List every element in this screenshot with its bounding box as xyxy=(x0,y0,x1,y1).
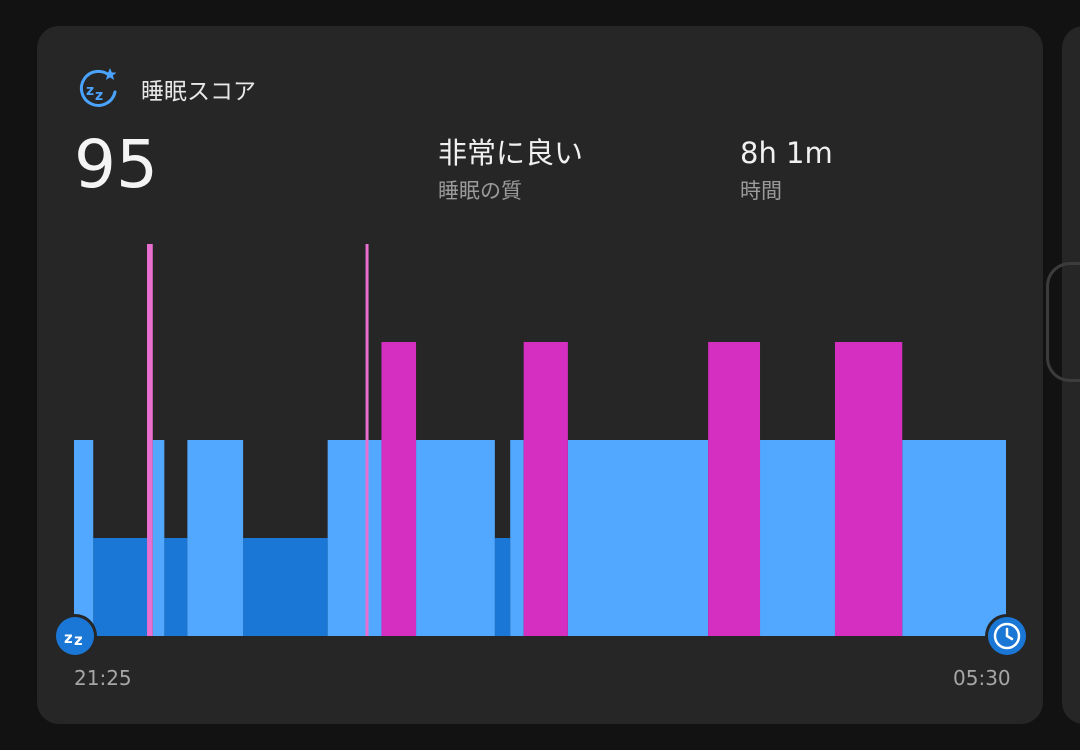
sleep-duration-label: 時間 xyxy=(740,179,782,203)
sleep-duration-value: 8h 1m xyxy=(740,136,833,170)
svg-text:z: z xyxy=(95,88,103,104)
sleep-quality-label: 睡眠の質 xyxy=(438,179,522,203)
svg-text:z: z xyxy=(86,83,94,99)
sleep-score-value: 95 xyxy=(74,126,158,203)
end-time-label: 05:30 xyxy=(953,666,1011,690)
sleep-score-card[interactable] xyxy=(37,26,1043,724)
sleep-quality-value: 非常に良い xyxy=(438,136,584,170)
start-time-label: 21:25 xyxy=(74,666,132,690)
svg-text:z: z xyxy=(64,629,73,647)
alarm-clock-icon xyxy=(988,617,1026,655)
svg-text:z: z xyxy=(74,631,83,649)
card-title: 睡眠スコア xyxy=(141,79,256,105)
sleep-zz-icon: z z xyxy=(56,617,94,655)
next-card-edge xyxy=(1046,262,1080,382)
sleep-start-marker: z z xyxy=(53,614,97,658)
sleep-zzz-star-icon: z z xyxy=(79,68,117,107)
wake-end-marker xyxy=(985,614,1029,658)
